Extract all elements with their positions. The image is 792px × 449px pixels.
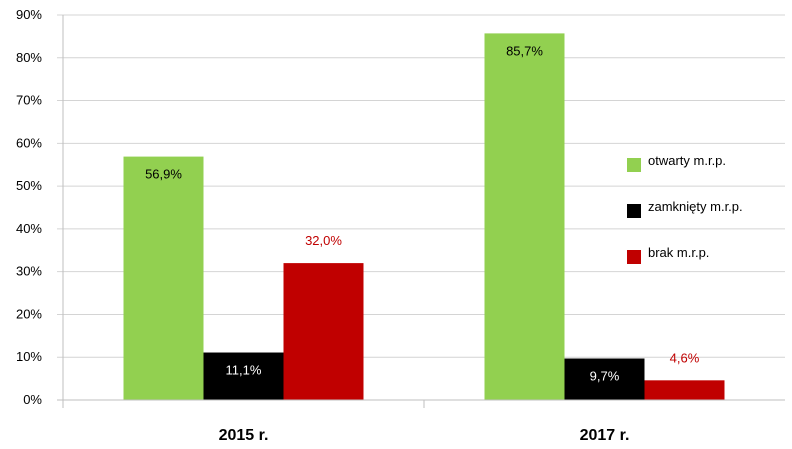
legend-label: zamknięty m.r.p.: [648, 199, 743, 214]
y-tick-label: 0%: [23, 392, 42, 407]
data-labels: 56,9% 11,1% 32,0% 85,7% 9,7% 4,6%: [145, 43, 700, 383]
bar: [564, 358, 645, 400]
x-category-label: 2017 r.: [580, 427, 630, 444]
data-label: 85,7%: [506, 43, 543, 58]
y-tick-label: 40%: [16, 221, 42, 236]
bar: [283, 263, 364, 400]
legend-swatch: [627, 250, 641, 264]
legend-label: brak m.r.p.: [648, 245, 709, 260]
legend-label: otwarty m.r.p.: [648, 153, 726, 168]
data-label: 56,9%: [145, 167, 182, 182]
y-tick-label: 60%: [16, 135, 42, 150]
y-axis-ticks: 0% 10% 20% 30% 40% 50% 60% 70% 80% 90%: [16, 7, 42, 407]
bar: [123, 156, 204, 400]
legend: otwarty m.r.p. zamknięty m.r.p. brak m.r.p…: [627, 153, 743, 264]
bar: [484, 33, 565, 401]
x-category-label: 2015 r.: [219, 427, 269, 444]
category-labels: 2015 r. 2017 r.: [219, 427, 630, 444]
legend-swatch: [627, 158, 641, 172]
data-label: 32,0%: [305, 233, 342, 248]
legend-swatch: [627, 204, 641, 218]
y-tick-label: 90%: [16, 7, 42, 22]
bar: [203, 352, 284, 400]
y-tick-label: 50%: [16, 178, 42, 193]
y-tick-label: 30%: [16, 264, 42, 279]
y-tick-label: 70%: [16, 93, 42, 108]
x-axis: [57, 15, 785, 408]
bars: [123, 33, 725, 401]
bar: [644, 380, 725, 400]
data-label: 4,6%: [670, 350, 700, 365]
data-label: 9,7%: [590, 369, 620, 384]
y-tick-label: 80%: [16, 50, 42, 65]
y-tick-label: 20%: [16, 306, 42, 321]
y-tick-label: 10%: [16, 349, 42, 364]
data-label: 11,1%: [226, 363, 262, 378]
